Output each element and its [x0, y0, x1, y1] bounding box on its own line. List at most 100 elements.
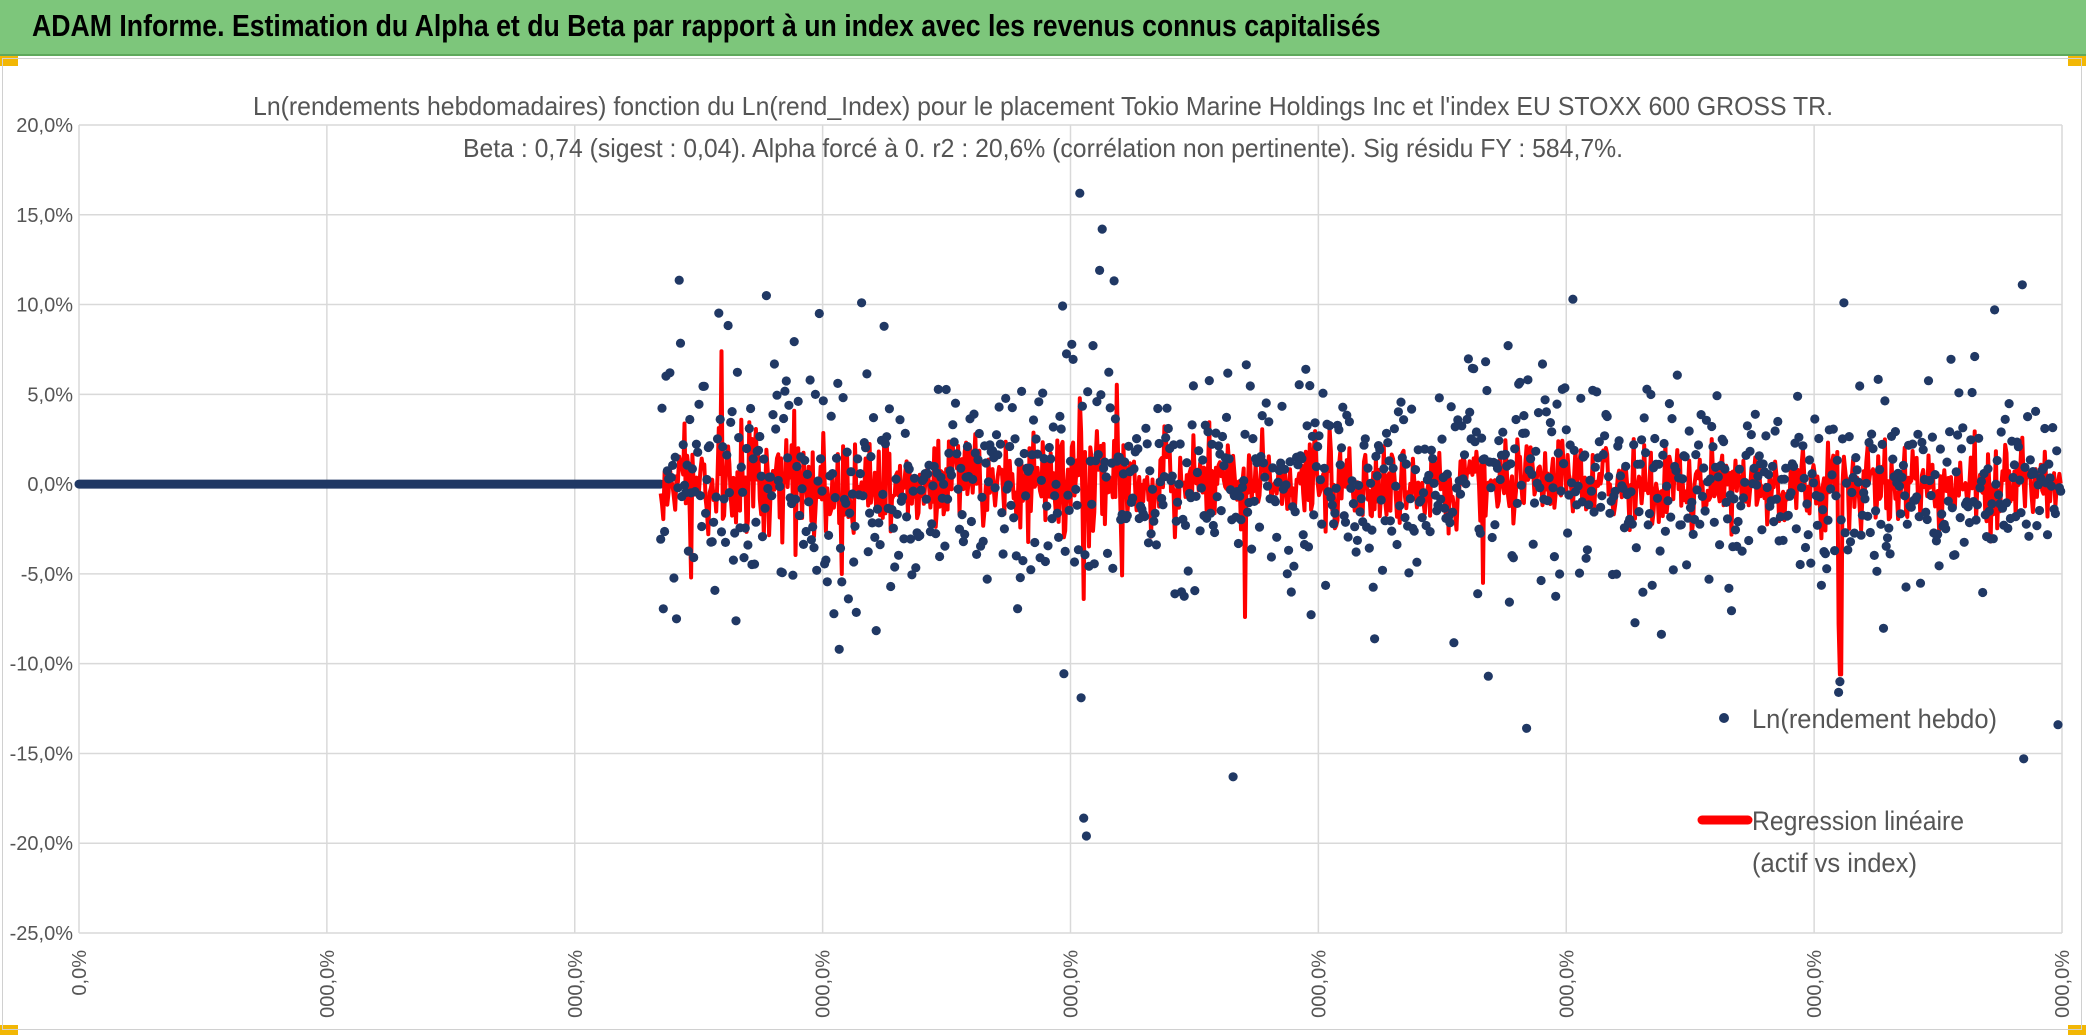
data-point — [1984, 506, 1994, 516]
data-point — [1630, 618, 1640, 628]
data-point — [1719, 437, 1729, 447]
data-point — [1757, 525, 1767, 535]
data-point — [1715, 540, 1725, 550]
data-point — [990, 483, 1000, 493]
data-point — [2040, 423, 2050, 434]
data-point — [1384, 456, 1394, 466]
data-point — [817, 486, 827, 496]
data-point — [1826, 484, 1836, 494]
data-point — [1828, 424, 1838, 434]
data-point — [1923, 376, 1934, 386]
data-point — [1553, 448, 1563, 458]
data-point — [1026, 565, 1036, 575]
data-point — [1839, 298, 1849, 308]
data-point — [993, 450, 1003, 460]
data-point — [1556, 486, 1566, 496]
data-point — [1347, 476, 1357, 486]
data-point — [1235, 491, 1245, 501]
data-point — [1503, 341, 1513, 351]
data-point — [935, 551, 945, 562]
data-point — [862, 369, 872, 379]
data-point — [675, 338, 686, 348]
data-point — [1392, 539, 1402, 550]
data-point — [720, 537, 731, 548]
data-point — [1655, 546, 1665, 556]
data-point — [1958, 423, 1968, 433]
corner-marker-left — [0, 56, 18, 66]
data-point — [1139, 511, 1150, 522]
data-point — [1678, 474, 1688, 484]
data-point — [1873, 374, 1883, 384]
data-point — [1991, 479, 2001, 489]
data-point — [1942, 457, 1952, 467]
data-point — [1410, 465, 1421, 475]
data-point — [1495, 474, 1505, 485]
data-point — [1068, 354, 1078, 364]
data-point — [1281, 480, 1291, 490]
data-point — [1814, 433, 1824, 444]
data-point — [1548, 483, 1558, 493]
data-point — [1865, 527, 1875, 538]
data-point — [1469, 364, 1479, 374]
data-point — [1537, 359, 1548, 369]
legend-marker-returns — [1719, 713, 1729, 723]
data-point — [871, 626, 881, 636]
data-point — [1971, 515, 1981, 525]
data-point — [1360, 434, 1370, 444]
data-point — [1807, 469, 1817, 479]
data-point — [1196, 483, 1206, 493]
data-point — [826, 411, 836, 421]
data-point — [1477, 433, 1487, 443]
data-point — [1050, 491, 1060, 501]
data-point — [1356, 494, 1366, 504]
data-point — [1822, 564, 1832, 574]
data-point — [2044, 459, 2054, 469]
data-point — [718, 442, 728, 452]
data-point — [1568, 294, 1578, 304]
data-point — [1815, 492, 1825, 502]
data-point — [1834, 687, 1844, 698]
data-point — [1580, 450, 1590, 460]
data-point — [1917, 437, 1927, 447]
data-point — [905, 534, 916, 544]
data-point — [849, 557, 859, 567]
data-point — [1212, 492, 1222, 502]
data-point — [1449, 638, 1459, 648]
data-point — [2053, 720, 2063, 730]
data-point — [1576, 393, 1586, 403]
data-point — [1282, 569, 1292, 579]
data-point — [1290, 507, 1300, 517]
data-point — [1224, 454, 1234, 464]
data-point — [1804, 455, 1815, 465]
data-point — [705, 441, 715, 451]
data-point — [868, 413, 879, 423]
data-point — [2050, 508, 2060, 519]
data-point — [1856, 530, 1866, 540]
data-point — [1298, 530, 1308, 540]
data-point — [1734, 464, 1744, 474]
data-point — [1754, 451, 1764, 461]
data-point — [843, 594, 854, 604]
data-point — [1752, 480, 1762, 490]
chart-title-line1: Ln(rendements hebdomadaires) fonction du… — [253, 91, 1833, 121]
data-point — [1429, 478, 1439, 488]
report-title: ADAM Informe. Estimation du Alpha et du … — [32, 8, 1381, 43]
data-point — [1093, 450, 1103, 460]
data-point — [1051, 479, 1061, 489]
data-point — [898, 492, 908, 502]
y-tick-label: -20,0% — [10, 833, 74, 855]
data-point — [1038, 388, 1048, 398]
data-point — [824, 530, 834, 541]
data-point — [1786, 488, 1796, 498]
data-point — [1089, 559, 1099, 569]
data-point — [1544, 473, 1554, 483]
data-point — [1065, 456, 1076, 466]
data-point — [775, 481, 785, 492]
data-point — [1054, 532, 1064, 543]
data-point — [1404, 568, 1414, 578]
data-point — [1582, 545, 1592, 555]
data-point — [1087, 499, 1097, 509]
data-point — [853, 454, 863, 464]
data-point — [1800, 542, 1811, 553]
data-point — [1902, 519, 1912, 529]
